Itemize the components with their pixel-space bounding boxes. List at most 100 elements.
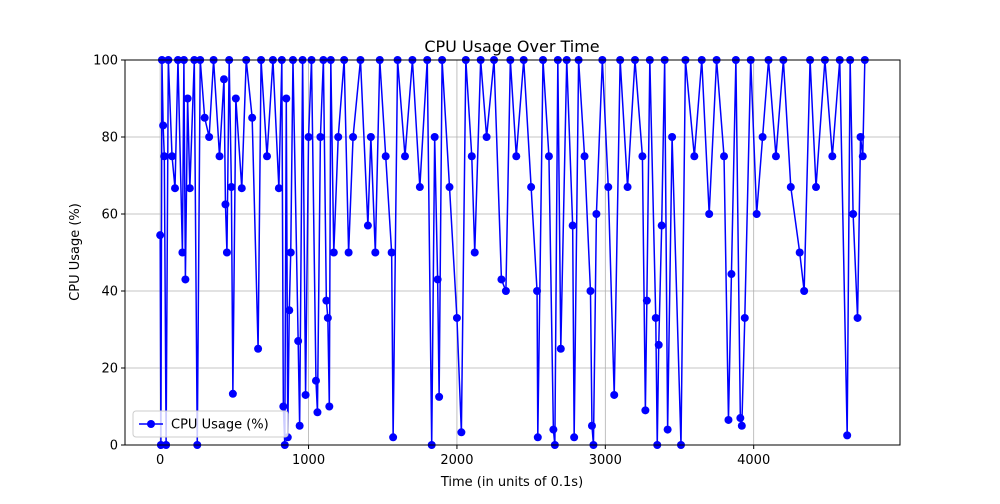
point bbox=[467, 152, 476, 161]
point bbox=[843, 431, 852, 440]
point bbox=[501, 287, 510, 295]
plot-frame bbox=[124, 59, 901, 446]
point bbox=[387, 248, 396, 257]
point bbox=[654, 340, 663, 349]
point bbox=[512, 152, 521, 161]
point bbox=[445, 183, 454, 192]
point bbox=[183, 94, 192, 103]
point bbox=[248, 113, 257, 122]
point bbox=[570, 433, 579, 442]
point bbox=[159, 121, 168, 130]
point bbox=[752, 210, 761, 218]
point bbox=[568, 221, 577, 230]
point bbox=[279, 402, 288, 411]
point bbox=[690, 152, 699, 161]
point bbox=[641, 406, 650, 415]
point bbox=[323, 313, 332, 322]
point bbox=[282, 94, 291, 103]
point bbox=[168, 152, 177, 161]
point bbox=[254, 344, 263, 353]
point bbox=[221, 200, 230, 209]
point bbox=[587, 421, 596, 430]
point bbox=[430, 133, 439, 141]
legend-marker bbox=[147, 420, 155, 428]
point bbox=[371, 248, 380, 257]
point bbox=[389, 433, 398, 442]
point bbox=[311, 376, 320, 385]
point bbox=[737, 421, 746, 430]
point bbox=[720, 152, 729, 161]
point bbox=[642, 296, 651, 305]
point bbox=[295, 421, 304, 430]
point bbox=[858, 152, 867, 161]
point bbox=[316, 133, 325, 141]
point bbox=[349, 133, 358, 141]
point bbox=[322, 296, 331, 305]
y-tick-label: 100 bbox=[93, 54, 118, 69]
point bbox=[285, 306, 294, 315]
point bbox=[497, 275, 506, 284]
point bbox=[812, 183, 821, 192]
point bbox=[181, 275, 190, 284]
point bbox=[533, 433, 542, 442]
point bbox=[294, 337, 303, 346]
point bbox=[329, 248, 338, 257]
y-tick-label: 60 bbox=[101, 208, 118, 223]
point bbox=[313, 408, 322, 417]
point bbox=[344, 248, 353, 257]
point bbox=[604, 183, 613, 192]
point bbox=[533, 287, 542, 295]
point bbox=[724, 415, 733, 424]
point bbox=[219, 75, 228, 84]
point bbox=[171, 184, 180, 193]
point bbox=[849, 210, 858, 218]
point bbox=[156, 231, 165, 240]
point bbox=[304, 133, 313, 141]
point bbox=[205, 133, 214, 141]
point bbox=[549, 425, 558, 434]
point bbox=[527, 183, 536, 192]
point bbox=[452, 313, 461, 322]
point bbox=[457, 428, 466, 437]
point bbox=[237, 184, 246, 193]
point bbox=[435, 392, 444, 401]
point bbox=[222, 248, 231, 257]
point bbox=[366, 133, 375, 141]
point bbox=[325, 402, 334, 411]
point bbox=[795, 248, 804, 257]
point bbox=[786, 183, 795, 192]
point bbox=[800, 287, 809, 295]
point bbox=[231, 94, 240, 103]
point bbox=[651, 313, 660, 322]
point bbox=[623, 183, 632, 192]
point bbox=[433, 275, 442, 284]
legend-box bbox=[132, 410, 289, 438]
y-tick-label: 20 bbox=[101, 362, 118, 377]
point bbox=[470, 248, 479, 257]
point bbox=[200, 113, 209, 122]
point bbox=[160, 152, 169, 161]
point bbox=[363, 221, 372, 230]
point bbox=[828, 152, 837, 161]
point bbox=[400, 152, 409, 161]
x-tick-label: 4000 bbox=[737, 453, 770, 468]
point bbox=[705, 210, 714, 218]
point bbox=[185, 184, 194, 193]
point bbox=[556, 344, 565, 353]
point bbox=[853, 313, 862, 322]
x-tick-label: 3000 bbox=[589, 453, 622, 468]
point bbox=[856, 133, 865, 141]
point bbox=[544, 152, 553, 161]
point bbox=[638, 152, 647, 161]
point bbox=[227, 183, 236, 192]
point bbox=[580, 152, 589, 161]
point bbox=[334, 133, 343, 141]
legend-label: CPU Usage (%) bbox=[171, 418, 269, 433]
y-tick-label: 0 bbox=[110, 439, 118, 454]
y-tick-label: 80 bbox=[101, 131, 118, 146]
point bbox=[657, 221, 666, 230]
x-tick-label: 1000 bbox=[292, 453, 325, 468]
y-axis-label: CPU Usage (%) bbox=[68, 203, 83, 301]
x-tick-label: 0 bbox=[156, 453, 164, 468]
